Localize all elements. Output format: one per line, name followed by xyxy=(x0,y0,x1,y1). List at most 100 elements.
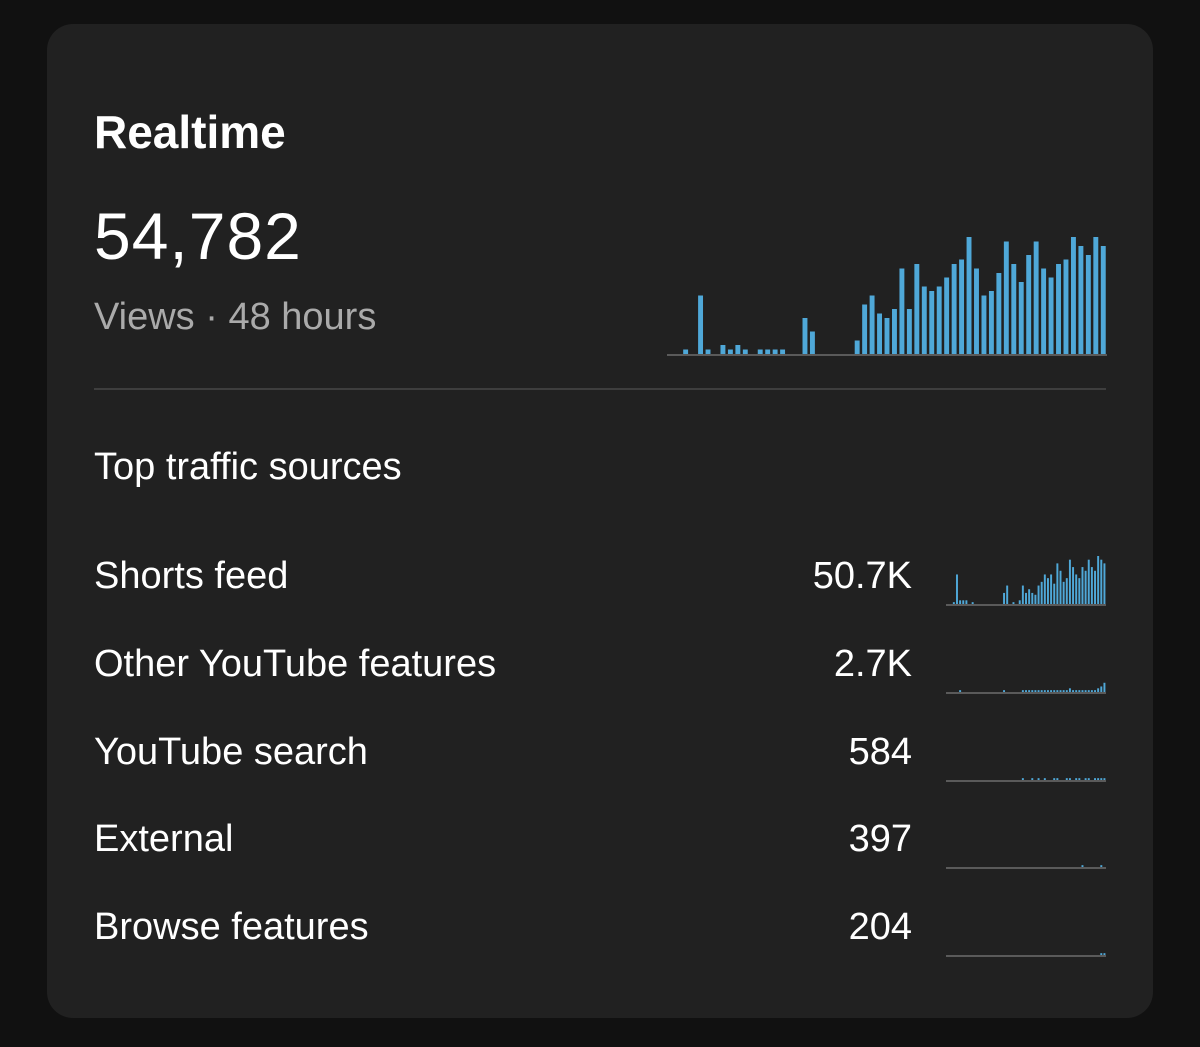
chart-bar xyxy=(936,286,942,354)
chart-bar xyxy=(1065,578,1068,604)
chart-bar xyxy=(1025,592,1027,604)
chart-bar xyxy=(1053,583,1056,604)
chart-bar xyxy=(1087,690,1090,692)
chart-bar xyxy=(996,273,1002,354)
chart-bar xyxy=(1078,690,1081,692)
chart-bar xyxy=(780,349,786,354)
source-label: External xyxy=(94,818,234,860)
chart-bar xyxy=(720,345,726,354)
traffic-sources-title: Top traffic sources xyxy=(94,446,402,488)
chart-bar xyxy=(1031,592,1034,604)
chart-bar xyxy=(1087,778,1090,780)
chart-bar xyxy=(1084,690,1087,692)
chart-bar xyxy=(952,602,955,604)
chart-baseline xyxy=(946,867,1106,869)
chart-bar xyxy=(1003,592,1006,604)
chart-bar xyxy=(1062,690,1065,692)
traffic-row-youtube-search[interactable]: YouTube search 584 xyxy=(94,722,1106,782)
chart-bar xyxy=(914,264,920,354)
chart-bar xyxy=(1078,578,1081,604)
source-sparkline xyxy=(946,682,1106,694)
chart-bar xyxy=(1050,690,1053,692)
chart-bar xyxy=(862,304,868,354)
chart-bar xyxy=(1037,690,1040,692)
chart-bar xyxy=(869,295,875,354)
chart-bar xyxy=(1037,585,1040,604)
chart-bar xyxy=(1094,690,1096,692)
chart-bar xyxy=(1034,594,1037,604)
chart-bar xyxy=(1070,237,1076,354)
chart-bar xyxy=(877,313,882,354)
source-sparkline xyxy=(946,556,1106,606)
chart-bar xyxy=(951,264,957,354)
chart-bar xyxy=(1097,556,1100,604)
chart-bar xyxy=(1041,268,1047,354)
chart-bar xyxy=(884,318,890,354)
chart-bar xyxy=(1059,690,1062,692)
chart-bar xyxy=(944,277,950,354)
chart-bar xyxy=(965,600,968,604)
chart-bar xyxy=(1103,682,1106,692)
chart-bar xyxy=(1065,778,1068,780)
chart-bar xyxy=(1033,241,1039,354)
chart-bar xyxy=(854,340,860,354)
chart-bar xyxy=(1003,241,1009,354)
chart-bar xyxy=(1097,688,1100,692)
chart-bar xyxy=(683,349,689,354)
chart-bar xyxy=(1050,574,1053,604)
chart-bar xyxy=(809,331,815,354)
chart-bar xyxy=(1103,778,1106,780)
chart-bar xyxy=(742,349,748,354)
chart-bar xyxy=(1043,574,1046,604)
traffic-row-external[interactable]: External 397 xyxy=(94,809,1106,869)
chart-bar xyxy=(959,600,962,604)
chart-bar xyxy=(757,349,763,354)
traffic-row-shorts-feed[interactable]: Shorts feed 50.7K xyxy=(94,546,1106,606)
chart-bar xyxy=(1075,690,1078,692)
chart-bar xyxy=(1100,559,1103,604)
chart-bar xyxy=(1084,570,1087,604)
chart-bar xyxy=(1026,255,1032,354)
chart-bar xyxy=(899,268,905,354)
chart-bar xyxy=(1021,585,1024,604)
chart-bar xyxy=(1021,690,1024,692)
chart-bar xyxy=(1031,778,1034,780)
traffic-row-browse-features[interactable]: Browse features 204 xyxy=(94,897,1106,957)
chart-bar xyxy=(1059,570,1062,604)
chart-bar xyxy=(1078,246,1084,354)
chart-bar xyxy=(981,295,987,354)
chart-baseline xyxy=(946,780,1106,782)
chart-bar xyxy=(892,309,897,354)
chart-bar xyxy=(906,309,912,354)
chart-bar xyxy=(1084,778,1087,780)
chart-bar xyxy=(1031,690,1034,692)
chart-bar xyxy=(1003,690,1006,692)
chart-bar xyxy=(802,318,808,354)
chart-bar xyxy=(1021,778,1024,780)
chart-bar xyxy=(1097,778,1100,780)
views-bar-chart[interactable] xyxy=(667,224,1107,356)
chart-bar xyxy=(1100,686,1103,692)
chart-bar xyxy=(772,349,778,354)
card-title: Realtime xyxy=(94,106,286,158)
source-sparkline xyxy=(946,865,1106,869)
chart-bar xyxy=(698,295,704,354)
chart-baseline xyxy=(667,354,1107,356)
chart-bar xyxy=(1093,237,1099,354)
chart-bar xyxy=(1068,778,1071,780)
chart-bar xyxy=(966,237,972,354)
source-label: Other YouTube features xyxy=(94,643,497,685)
chart-bar xyxy=(1103,953,1106,955)
chart-bar xyxy=(1028,690,1031,692)
chart-bar xyxy=(1094,778,1096,780)
realtime-card[interactable]: Realtime 54,782 Views · 48 hours Top tra… xyxy=(47,24,1153,1018)
chart-bar xyxy=(727,349,733,354)
chart-bar xyxy=(1018,600,1021,604)
chart-bar xyxy=(1043,690,1046,692)
views-caption: Views · 48 hours xyxy=(94,296,377,338)
chart-bar xyxy=(735,345,741,354)
chart-bar xyxy=(765,349,771,354)
traffic-row-other-youtube-features[interactable]: Other YouTube features 2.7K xyxy=(94,634,1106,694)
chart-bar xyxy=(1028,589,1031,604)
chart-bar xyxy=(1053,690,1056,692)
